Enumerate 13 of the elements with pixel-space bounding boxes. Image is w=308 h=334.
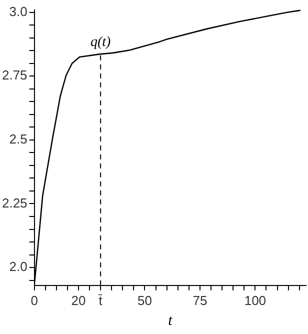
y-tick-label: 3.0: [9, 4, 28, 19]
x-tick-label: 75: [192, 292, 208, 308]
x-axis-title: t: [168, 312, 174, 329]
x-tick-label: 100: [244, 292, 266, 308]
x-tick-label: 50: [138, 292, 152, 308]
y-tick-label: 2.5: [9, 132, 28, 147]
x-tick-label: 0: [30, 292, 38, 308]
y-tick-label: 2.25: [2, 195, 28, 210]
annotation: q(t): [90, 34, 112, 50]
x-tick-label: 20: [71, 292, 86, 308]
y-tick-label: 2.75: [2, 68, 28, 83]
x-tick-label: t̄: [98, 292, 103, 308]
y-tick-label: 2.0: [9, 259, 28, 274]
